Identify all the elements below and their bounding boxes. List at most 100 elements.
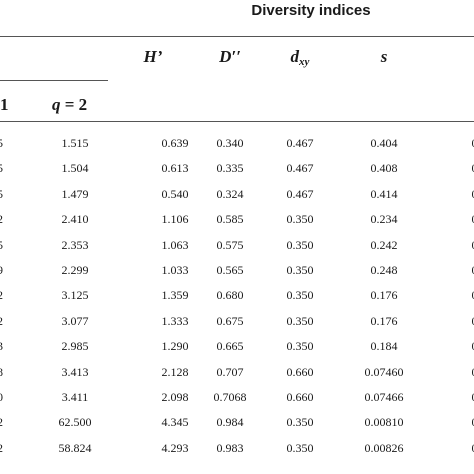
- col-dxy-cell: 0.660: [286, 390, 314, 404]
- subheader-q2-rest: = 2: [60, 95, 88, 114]
- col-h-cell: 1.333: [161, 313, 189, 328]
- col-q2-cell: 3.411: [61, 390, 89, 404]
- col-partial-cell: 8: [0, 364, 3, 379]
- table-row: 2 2.410 1.106 0.585 0.350 0.234 0.3: [0, 209, 474, 229]
- col-q2-cell: 2.410: [61, 212, 89, 227]
- col-header-dxy-base: d: [290, 47, 300, 66]
- col-d-cell: 0.680: [216, 288, 244, 303]
- table-row: 5 2.353 1.063 0.575 0.350 0.242 0.3: [0, 235, 474, 255]
- col-h-cell: 1.106: [161, 212, 189, 227]
- col-partial-cell: 2: [0, 212, 3, 227]
- col-s-cell: 0.176: [370, 313, 398, 328]
- col-d-cell: 0.585: [216, 212, 244, 227]
- col-S-cell: 0.3: [444, 336, 474, 356]
- col-d-cell: 0.575: [216, 237, 244, 252]
- col-h-cell: 0.639: [161, 136, 189, 150]
- col-header-d: D′′: [219, 47, 241, 66]
- col-partial-cell: 5: [0, 161, 3, 176]
- col-partial-cell: 2: [0, 415, 3, 430]
- table-row: 0 3.411 2.098 0.7068 0.660 0.07466 0.3: [0, 387, 474, 407]
- col-partial-cell: 5: [0, 237, 3, 252]
- col-h-cell: 4.293: [161, 440, 189, 455]
- table-row: 2 62.500 4.345 0.984 0.350 0.00810 0.3: [0, 412, 474, 432]
- col-s-cell: 0.248: [370, 263, 398, 277]
- col-d-cell: 0.7068: [213, 390, 247, 404]
- subheader-q1: 1: [0, 95, 9, 114]
- col-h-cell: 0.540: [161, 186, 189, 201]
- col-dxy-cell: 0.467: [286, 136, 314, 150]
- table-row: 5 1.479 0.540 0.324 0.467 0.414 0.3: [0, 184, 474, 204]
- col-s-cell: 0.07466: [364, 390, 404, 404]
- table-row: 2 3.125 1.359 0.680 0.350 0.176 0.3: [0, 285, 474, 305]
- col-s-cell: 0.404: [370, 136, 398, 150]
- col-S-cell: 0.3: [444, 133, 474, 153]
- col-partial-cell: 5: [0, 186, 3, 201]
- col-S-cell: 0.3: [444, 285, 474, 305]
- col-s-cell: 0.07460: [364, 364, 404, 379]
- subheader-q2: q = 2: [52, 94, 87, 116]
- col-d-cell: 0.565: [216, 263, 244, 277]
- col-h-cell: 0.613: [161, 161, 189, 176]
- col-dxy-cell: 0.350: [286, 263, 314, 277]
- table-row: 2 58.824 4.293 0.983 0.350 0.00826 0.3: [0, 438, 474, 458]
- col-d-cell: 0.707: [216, 364, 244, 379]
- table-row: 3 2.985 1.290 0.665 0.350 0.184 0.3: [0, 336, 474, 356]
- col-q2-cell: 58.824: [58, 440, 92, 455]
- col-dxy-cell: 0.350: [286, 212, 314, 227]
- col-q2-cell: 2.353: [61, 237, 89, 252]
- col-d-cell: 0.984: [216, 415, 244, 430]
- col-s-cell: 0.176: [370, 288, 398, 303]
- col-s-cell: 0.00826: [364, 440, 404, 455]
- group-title: Diversity indices: [251, 2, 371, 19]
- col-partial-cell: 2: [0, 440, 3, 455]
- col-partial-cell: 2: [0, 288, 3, 303]
- col-h-cell: 1.290: [161, 339, 189, 354]
- col-s-cell: 0.408: [370, 161, 398, 176]
- col-q2-cell: 1.479: [61, 186, 89, 201]
- col-partial-cell: 2: [0, 313, 3, 328]
- col-S-cell: 0.3: [444, 311, 474, 331]
- col-d-cell: 0.335: [216, 161, 244, 176]
- col-S-cell: 0.3: [444, 184, 474, 204]
- col-S-cell: 0.3: [444, 158, 474, 178]
- col-d-cell: 0.324: [216, 186, 244, 201]
- col-S-cell: 0.3: [444, 260, 474, 280]
- col-d-cell: 0.665: [216, 339, 244, 354]
- col-partial-cell: 5: [0, 136, 3, 150]
- table-row: 5 1.504 0.613 0.335 0.467 0.408 0.3: [0, 158, 474, 178]
- col-h-cell: 2.098: [161, 390, 189, 404]
- col-dxy-cell: 0.350: [286, 415, 314, 430]
- col-S-cell: 0.3: [444, 235, 474, 255]
- col-header-dxy: dxy: [270, 46, 330, 73]
- col-header-h: H’: [143, 47, 163, 66]
- col-dxy-cell: 0.350: [286, 313, 314, 328]
- col-h-cell: 2.128: [161, 364, 189, 379]
- col-dxy-cell: 0.350: [286, 288, 314, 303]
- subgroup-rule: [0, 80, 108, 81]
- col-partial-cell: 0: [0, 390, 3, 404]
- col-s-cell: 0.242: [370, 237, 398, 252]
- top-rule: [0, 36, 474, 37]
- table-row: 5 1.515 0.639 0.340 0.467 0.404 0.3: [0, 133, 474, 153]
- col-q2-cell: 1.504: [61, 161, 89, 176]
- col-header-s: s: [380, 47, 388, 66]
- col-h-cell: 1.033: [161, 263, 189, 277]
- col-d-cell: 0.675: [216, 313, 244, 328]
- col-header-S: S: [449, 46, 474, 68]
- col-d-cell: 0.983: [216, 440, 244, 455]
- col-h-cell: 4.345: [161, 415, 189, 430]
- col-q2-cell: 3.077: [61, 313, 89, 328]
- col-header-dxy-sub: xy: [299, 56, 310, 68]
- col-q2-cell: 3.413: [61, 364, 89, 379]
- table-row: 8 3.413 2.128 0.707 0.660 0.07460 0.3: [0, 362, 474, 382]
- col-s-cell: 0.234: [370, 212, 398, 227]
- col-q2-cell: 2.299: [61, 263, 89, 277]
- col-dxy-cell: 0.660: [286, 364, 314, 379]
- subheader-q2-var: q: [52, 95, 61, 114]
- col-S-cell: 0.3: [444, 362, 474, 382]
- col-partial-cell: 3: [0, 339, 3, 354]
- col-s-cell: 0.184: [370, 339, 398, 354]
- col-q2-cell: 2.985: [61, 339, 89, 354]
- col-h-cell: 1.359: [161, 288, 189, 303]
